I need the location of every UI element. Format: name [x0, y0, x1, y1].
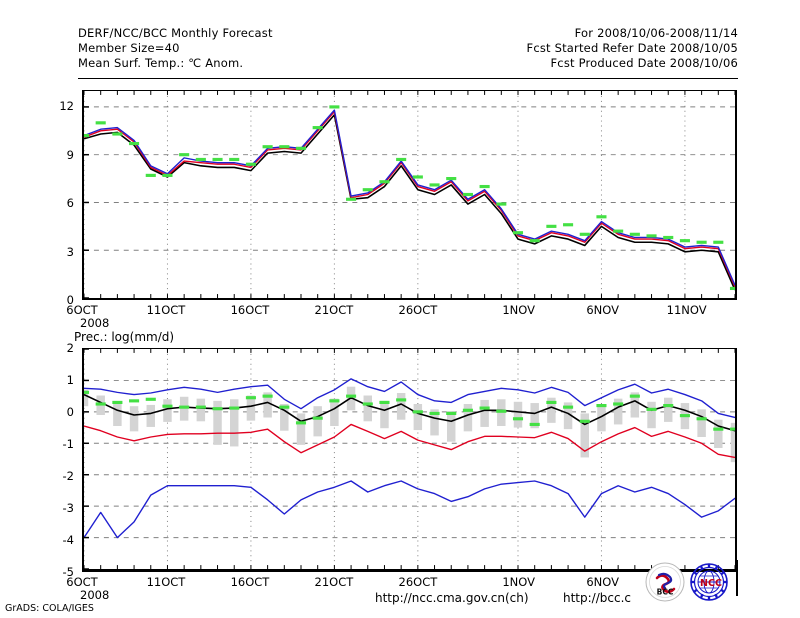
y-axis-tick-label: -2	[62, 469, 74, 483]
x-axis-tick-label: 1NOV	[502, 575, 535, 589]
temperature-chart-panel	[82, 90, 737, 300]
x-axis-tick-label: 11OCT	[146, 303, 186, 317]
y-axis-tick-label: 9	[66, 147, 74, 162]
x-axis-tick-label: 21OCT	[314, 303, 354, 317]
temperature-plot	[84, 91, 735, 298]
forecast-period: For 2008/10/06-2008/11/14	[574, 26, 738, 40]
bcc-url[interactable]: http://bcc.c	[563, 591, 631, 605]
x-axis-tick-label: 11NOV	[666, 303, 707, 317]
ncc-url[interactable]: http://ncc.cma.gov.cn(ch)	[375, 591, 529, 605]
x-axis-tick-label: 21OCT	[314, 575, 354, 589]
temperature-year-label: 2008	[80, 316, 110, 330]
y-axis-tick-label: -4	[62, 533, 74, 547]
grads-credit: GrADS: COLA/IGES	[5, 603, 94, 614]
x-axis-tick-label: 1NOV	[502, 303, 535, 317]
y-axis-tick-label: 0	[66, 293, 74, 307]
fcst-produced-date: Fcst Produced Date 2008/10/06	[550, 56, 738, 70]
x-axis-tick-label: 11OCT	[146, 575, 186, 589]
x-axis-tick-label: 26OCT	[398, 303, 438, 317]
bcc-logo: BCC	[645, 562, 685, 606]
y-axis-tick-label: 3	[66, 244, 74, 259]
x-axis-tick-label: 6NOV	[586, 575, 619, 589]
forecast-title: DERF/NCC/BCC Monthly Forecast	[78, 26, 273, 40]
y-axis-tick-label: -1	[62, 437, 74, 451]
x-axis-tick-label: 6OCT	[66, 303, 98, 317]
y-axis-tick-label: -3	[62, 501, 74, 515]
right-axis-tick	[736, 560, 738, 596]
member-size-label: Member Size=40	[78, 41, 180, 55]
header-divider	[78, 78, 738, 79]
x-axis-tick-label: 16OCT	[230, 303, 270, 317]
header-left-block: DERF/NCC/BCC Monthly Forecast Member Siz…	[78, 26, 273, 71]
precipitation-title: Prec.: log(mm/d)	[74, 330, 175, 344]
precipitation-year-label: 2008	[80, 588, 110, 602]
y-axis-tick-label: 1	[66, 373, 74, 387]
precipitation-chart-panel	[82, 348, 737, 572]
y-axis-tick-label: 0	[66, 405, 74, 419]
ncc-logo-text: NCC	[700, 578, 722, 589]
x-axis-tick-label: 6OCT	[66, 575, 98, 589]
variable-label: Mean Surf. Temp.: ℃ Anom.	[78, 56, 244, 70]
fcst-started-date: Fcst Started Refer Date 2008/10/05	[526, 41, 738, 55]
x-axis-tick-label: 26OCT	[398, 575, 438, 589]
y-axis-tick-label: 12	[59, 99, 74, 114]
y-axis-tick-label: 6	[66, 196, 74, 211]
header-right-block: For 2008/10/06-2008/11/14 Fcst Started R…	[527, 26, 739, 71]
precipitation-plot	[84, 349, 735, 569]
y-axis-tick-label: 2	[66, 341, 74, 355]
ncc-logo: NCC	[687, 562, 731, 606]
y-axis-tick-label: -5	[62, 565, 74, 579]
bcc-logo-text: BCC	[657, 588, 674, 597]
x-axis-tick-label: 16OCT	[230, 575, 270, 589]
x-axis-tick-label: 6NOV	[586, 303, 619, 317]
